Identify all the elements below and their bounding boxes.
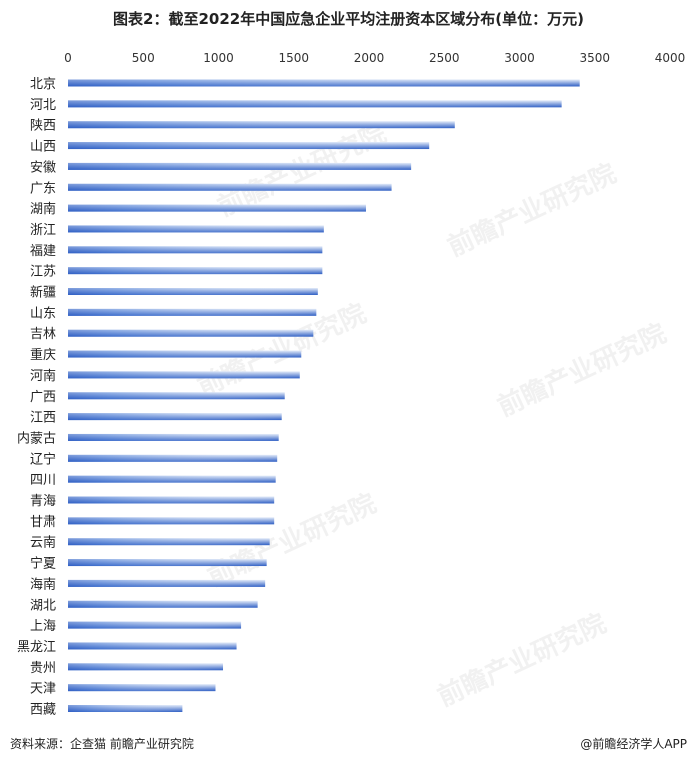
y-category-label: 新疆 <box>30 285 56 301</box>
y-category-label: 内蒙古 <box>17 430 56 446</box>
bar-highlight <box>68 100 562 108</box>
x-tick-label: 2000 <box>354 51 385 65</box>
bar-highlight <box>68 267 323 275</box>
bar-highlight <box>68 663 224 671</box>
y-category-label: 云南 <box>30 535 56 551</box>
bar-highlight <box>68 642 237 650</box>
y-axis-labels: 北京河北陕西山西安徽广东湖南浙江福建江苏新疆山东吉林重庆河南广西江西内蒙古辽宁四… <box>17 77 56 718</box>
bar-highlight <box>68 204 366 212</box>
y-category-label: 浙江 <box>30 223 56 238</box>
y-category-label: 天津 <box>30 682 56 697</box>
y-category-label: 安徽 <box>30 160 56 175</box>
source-text: 资料来源：企查猫 前瞻产业研究院 <box>10 737 194 751</box>
chart-title: 图表2：截至2022年中国应急企业平均注册资本区域分布(单位：万元) <box>113 10 584 28</box>
x-tick-label: 3500 <box>579 51 610 65</box>
y-category-label: 西藏 <box>30 703 56 718</box>
bar-highlight <box>68 371 300 379</box>
y-category-label: 吉林 <box>30 327 56 342</box>
y-category-label: 青海 <box>30 494 56 509</box>
bar-highlight <box>68 475 276 483</box>
bar-highlight <box>68 454 278 462</box>
y-category-label: 北京 <box>30 77 56 92</box>
x-axis: 0 500 1000 1500 2000 2500 3000 3500 4000 <box>64 51 685 65</box>
y-category-label: 河北 <box>30 98 56 113</box>
y-category-label: 湖南 <box>30 201 56 217</box>
bar-highlight <box>68 600 258 608</box>
bar-highlight <box>68 413 282 421</box>
x-tick-label: 4000 <box>655 51 686 65</box>
y-category-label: 福建 <box>30 244 56 259</box>
credit-text: @前瞻经济学人APP <box>580 737 687 751</box>
y-category-label: 宁夏 <box>30 556 56 572</box>
y-category-label: 广西 <box>30 390 56 405</box>
bar-highlight <box>68 538 270 546</box>
bar-highlight <box>68 142 430 150</box>
bar-highlight <box>68 579 266 587</box>
bar-highlight <box>68 162 412 170</box>
bar-highlight <box>68 621 242 629</box>
y-category-label: 四川 <box>30 473 56 488</box>
y-category-label: 湖北 <box>30 598 56 613</box>
bar-highlight <box>68 705 183 712</box>
bar-highlight <box>68 559 267 567</box>
y-category-label: 重庆 <box>30 347 56 363</box>
bar-highlight <box>68 225 324 233</box>
y-category-label: 广东 <box>30 181 56 196</box>
bar-highlight <box>68 433 279 441</box>
bar-highlight <box>68 517 275 525</box>
x-tick-label: 1000 <box>203 51 234 65</box>
bar-highlight <box>68 79 580 87</box>
y-category-label: 甘肃 <box>30 515 56 530</box>
y-category-label: 辽宁 <box>30 451 56 467</box>
bar-highlight <box>68 308 317 316</box>
y-category-label: 黑龙江 <box>17 640 56 655</box>
y-category-label: 山东 <box>30 306 56 321</box>
x-tick-label: 1500 <box>278 51 309 65</box>
y-category-label: 海南 <box>30 576 56 592</box>
footer: 资料来源：企查猫 前瞻产业研究院 @前瞻经济学人APP <box>10 735 687 753</box>
bar-highlight <box>68 121 455 129</box>
bar-highlight <box>68 350 302 358</box>
bar-highlight <box>68 684 216 692</box>
bar-highlight <box>68 496 275 504</box>
x-tick-label: 2500 <box>429 51 460 65</box>
bar-chart: 0 500 1000 1500 2000 2500 3000 3500 4000 北京河北陕西山… <box>17 51 685 718</box>
y-category-label: 山西 <box>30 140 56 155</box>
bar-highlight <box>68 392 285 400</box>
y-category-label: 江西 <box>30 411 56 426</box>
y-category-label: 贵州 <box>30 661 56 676</box>
bar-highlight <box>68 183 392 191</box>
y-category-label: 陕西 <box>30 119 56 134</box>
x-tick-label: 0 <box>64 51 72 65</box>
y-category-label: 上海 <box>30 619 56 634</box>
y-category-label: 河南 <box>30 368 56 384</box>
x-tick-label: 500 <box>132 51 155 65</box>
y-category-label: 江苏 <box>30 264 56 280</box>
bar-highlight <box>68 329 314 337</box>
bars <box>68 79 580 712</box>
bar-highlight <box>68 288 318 295</box>
x-tick-label: 3000 <box>504 51 535 65</box>
bar-highlight <box>68 246 323 254</box>
